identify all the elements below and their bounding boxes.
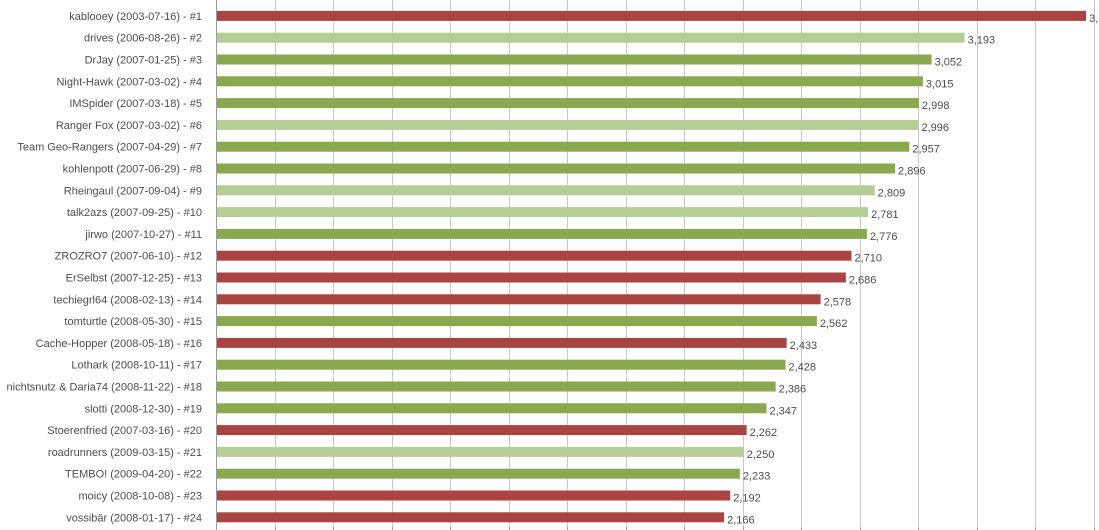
data-label: 3,712 — [1089, 13, 1099, 25]
bar — [217, 294, 821, 305]
bar — [217, 403, 767, 414]
data-label: 2,686 — [849, 275, 877, 287]
bar — [217, 337, 787, 348]
data-label: 2,433 — [790, 340, 818, 352]
bar — [217, 316, 817, 327]
bar — [217, 381, 776, 392]
category-label: Ranger Fox (2007-03-02) - #6 — [56, 120, 202, 132]
bar — [217, 272, 846, 283]
bar — [217, 512, 725, 523]
category-label: vossibär (2008-01-17) - #24 — [66, 512, 202, 524]
bar-layer — [217, 10, 1087, 523]
bar — [217, 119, 919, 130]
bar — [217, 250, 852, 261]
data-label: 2,809 — [878, 187, 906, 199]
bar — [217, 10, 1087, 21]
category-label: ZROZRO7 (2007-06-10) - #12 — [55, 251, 202, 263]
category-labels: kablooey (2003-07-16) - #1 drives (2006-0… — [7, 11, 202, 524]
category-label: jirwo (2007-10-27) - #11 — [84, 229, 202, 241]
category-label: IMSpider (2007-03-18) - #5 — [69, 98, 202, 110]
bar — [217, 163, 896, 174]
category-label: Cache-Hopper (2008-05-18) - #16 — [36, 338, 202, 350]
data-label: 2,781 — [871, 209, 899, 221]
data-label: 2,347 — [770, 405, 798, 417]
data-label: 2,192 — [733, 493, 761, 505]
category-label: TEMBO! (2009-04-20) - #22 — [65, 469, 202, 481]
data-label: 2,166 — [727, 514, 755, 526]
bar — [217, 425, 747, 436]
bar — [217, 98, 919, 109]
data-label: 2,776 — [870, 231, 898, 243]
category-label: Rheingaul (2007-09-04) - #9 — [64, 185, 202, 197]
category-label: slotti (2008-12-30) - #19 — [85, 403, 202, 415]
bar — [217, 207, 869, 218]
category-label: kohlenpott (2007-06-29) - #8 — [63, 164, 202, 176]
bar — [217, 446, 744, 457]
data-label: 2,957 — [912, 144, 940, 156]
data-label: 2,896 — [898, 166, 926, 178]
data-label: 3,015 — [926, 78, 954, 90]
bar — [217, 468, 740, 479]
category-label: roadrunners (2009-03-15) - #21 — [48, 447, 202, 459]
bar — [217, 228, 867, 239]
category-label: kablooey (2003-07-16) - #1 — [69, 11, 202, 23]
category-label: tomturtle (2008-05-30) - #15 — [64, 316, 202, 328]
data-label: 2,578 — [824, 296, 852, 308]
category-label: techiegrl64 (2008-02-13) - #14 — [53, 294, 202, 306]
data-label: 2,428 — [788, 362, 816, 374]
category-label: Lothark (2008-10-11) - #17 — [71, 360, 202, 372]
data-label: 2,233 — [743, 471, 771, 483]
category-label: talk2azs (2007-09-25) - #10 — [67, 207, 202, 219]
bar — [217, 32, 965, 43]
data-label: 2,386 — [779, 384, 807, 396]
bar — [217, 185, 875, 196]
category-label: Team Geo-Rangers (2007-04-29) - #7 — [17, 142, 202, 154]
category-label: nichtsnutz & Daria74 (2008-11-22) - #18 — [7, 382, 202, 394]
bar — [217, 490, 731, 501]
data-label: 2,710 — [855, 253, 883, 265]
category-label: drives (2006-08-26) - #2 — [84, 33, 202, 45]
data-label: 2,562 — [820, 318, 848, 330]
data-label: 3,052 — [935, 57, 963, 69]
category-label: ErSelbst (2007-12-25) - #13 — [66, 273, 202, 285]
data-label: 2,998 — [922, 100, 950, 112]
bar — [217, 54, 932, 65]
data-label: 2,250 — [747, 449, 775, 461]
bar — [217, 76, 923, 87]
category-label: moicy (2008-10-08) - #23 — [78, 491, 202, 503]
category-label: Night-Hawk (2007-03-02) - #4 — [56, 76, 202, 88]
grid-layer — [216, 0, 1095, 530]
category-label: DrJay (2007-01-25) - #3 — [85, 55, 202, 67]
value-labels: 3,712 3,193 3,052 3,015 2,998 2,996 2,957 2,896… — [727, 13, 1099, 526]
data-label: 2,262 — [750, 427, 778, 439]
category-label: Stoerenfried (2007-03-16) - #20 — [47, 425, 202, 437]
data-label: 3,193 — [968, 35, 996, 47]
data-label: 2,996 — [921, 122, 949, 134]
bar — [217, 141, 910, 152]
bar — [217, 359, 786, 370]
